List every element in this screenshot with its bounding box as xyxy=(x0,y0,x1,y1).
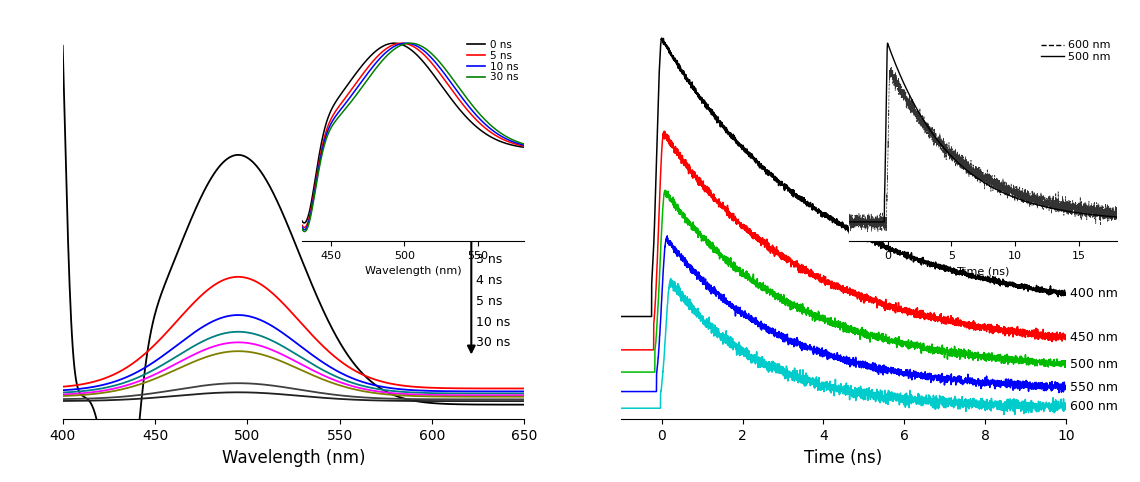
Text: 450 nm: 450 nm xyxy=(1070,331,1118,344)
Text: 500 nm: 500 nm xyxy=(1070,358,1118,371)
Text: 10 ns: 10 ns xyxy=(475,316,511,329)
Text: 2 ns: 2 ns xyxy=(475,232,503,245)
X-axis label: Time (ns): Time (ns) xyxy=(805,449,882,467)
Text: 1 ns: 1 ns xyxy=(475,212,503,225)
X-axis label: Wavelength (nm): Wavelength (nm) xyxy=(365,266,462,276)
X-axis label: Time (ns): Time (ns) xyxy=(958,266,1009,276)
Legend: 600 nm, 500 nm: 600 nm, 500 nm xyxy=(1041,40,1111,63)
Text: 0 ns: 0 ns xyxy=(475,191,503,204)
Text: 600 nm: 600 nm xyxy=(1070,401,1118,414)
Text: 3 ns: 3 ns xyxy=(475,253,503,266)
Text: 550 nm: 550 nm xyxy=(1070,381,1118,394)
Text: 400 nm: 400 nm xyxy=(1070,287,1118,300)
Legend: 0 ns, 5 ns, 10 ns, 30 ns: 0 ns, 5 ns, 10 ns, 30 ns xyxy=(466,39,519,83)
Text: 4 ns: 4 ns xyxy=(475,274,503,287)
X-axis label: Wavelength (nm): Wavelength (nm) xyxy=(222,449,365,467)
Text: 30 ns: 30 ns xyxy=(475,336,511,349)
Text: 5 ns: 5 ns xyxy=(475,295,503,308)
